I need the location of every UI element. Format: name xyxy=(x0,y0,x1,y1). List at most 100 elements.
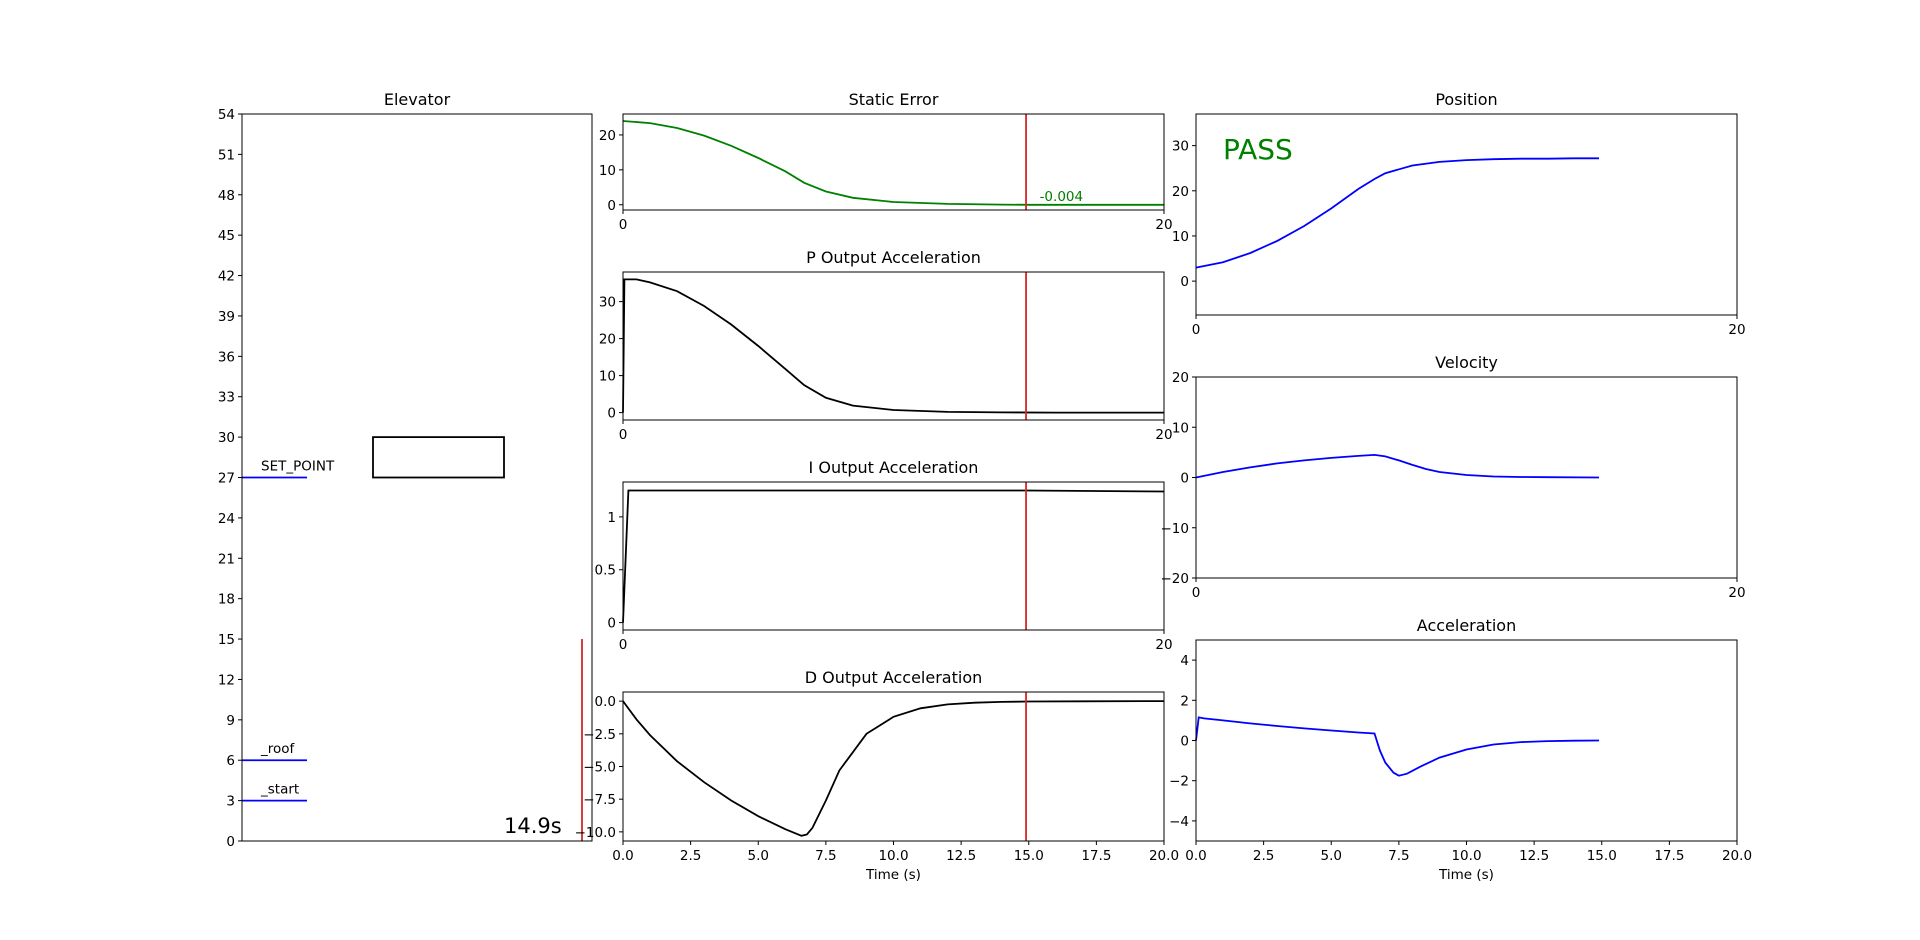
x-tick-label: 10.0 xyxy=(1451,848,1481,864)
x-tick-label: 0 xyxy=(1192,322,1201,338)
chart-d_output: D Output Acceleration 0.0 −2.5 −5.0 −7.5 −10.… xyxy=(575,668,1179,883)
chart-elevator: ElevatorSET_POINT_roof_start14.9s0369121… xyxy=(218,90,593,850)
y-tick-label: 54 xyxy=(218,107,235,123)
x-tick-label: 20.0 xyxy=(1149,848,1179,864)
y-tick-label: 10 xyxy=(1172,420,1189,436)
x-tick-label: 20 xyxy=(1155,217,1172,233)
plot-frame xyxy=(1195,113,1738,316)
x-tick-label: 12.5 xyxy=(946,848,976,864)
y-tick-label: 20 xyxy=(599,332,616,348)
plot-frame xyxy=(1195,639,1738,842)
x-tick-label: 0 xyxy=(1192,585,1201,601)
x-tick-label: 0 xyxy=(619,217,628,233)
y-tick-label: 0 xyxy=(226,834,235,850)
static-error-value: -0.004 xyxy=(1040,189,1084,205)
y-tick-label: 33 xyxy=(218,390,235,406)
y-tick-label: 42 xyxy=(218,269,235,285)
series-line xyxy=(622,489,1165,623)
chart-i_output: I Output Acceleration 0 0.5 1 0 20 xyxy=(595,458,1173,653)
y-tick-label: 10 xyxy=(599,369,616,385)
chart-velocity: Velocity −20 −10 0 10 20 0 20 xyxy=(1161,353,1746,601)
y-tick-label: 0 xyxy=(607,198,616,214)
y-tick-label: 20 xyxy=(1172,370,1189,386)
chart-title: Static Error xyxy=(849,90,939,109)
y-tick-label: 9 xyxy=(226,713,235,729)
x-tick-label: 20 xyxy=(1728,322,1745,338)
x-tick-label: 0.0 xyxy=(612,848,633,864)
y-tick-label: 18 xyxy=(218,592,235,608)
x-axis-label: Time (s) xyxy=(1438,867,1494,883)
x-tick-label: 15.0 xyxy=(1014,848,1044,864)
elevator-car xyxy=(372,436,505,479)
y-tick-label: 27 xyxy=(218,471,235,487)
chart-title: Elevator xyxy=(384,90,451,109)
x-tick-label: 5.0 xyxy=(748,848,769,864)
y-tick-label: −10 xyxy=(1161,521,1190,537)
x-tick-label: 7.5 xyxy=(815,848,836,864)
chart-title: I Output Acceleration xyxy=(809,458,979,477)
x-tick-label: 2.5 xyxy=(680,848,701,864)
x-tick-label: 2.5 xyxy=(1253,848,1274,864)
y-tick-label: 2 xyxy=(1180,693,1189,709)
series-line xyxy=(622,278,1164,414)
plot-frame xyxy=(622,691,1165,842)
floor-marker-label: _start xyxy=(260,782,299,798)
chart-title: Velocity xyxy=(1435,353,1498,372)
chart-title: P Output Acceleration xyxy=(806,248,981,267)
chart-title: Position xyxy=(1435,90,1497,109)
y-tick-label: 51 xyxy=(218,147,235,163)
y-tick-label: 30 xyxy=(599,295,616,311)
x-tick-label: 20.0 xyxy=(1722,848,1752,864)
chart-title: Acceleration xyxy=(1417,616,1516,635)
y-tick-label: −4 xyxy=(1169,814,1189,830)
plot-frame xyxy=(622,271,1165,421)
y-tick-label: 3 xyxy=(226,794,235,810)
y-tick-label: −20 xyxy=(1161,571,1190,587)
x-tick-label: 17.5 xyxy=(1081,848,1111,864)
y-tick-label: 45 xyxy=(218,228,235,244)
x-tick-label: 20 xyxy=(1155,637,1172,653)
y-tick-label: −2.5 xyxy=(583,727,616,743)
chart-acceleration: Acceleration −4 −2 0 2 4 0.0 2.5 5.0 7.5 10.0 12.5 1… xyxy=(1169,616,1752,883)
y-tick-label: 10 xyxy=(1172,229,1189,245)
y-tick-label: 20 xyxy=(599,128,616,144)
series-line xyxy=(1195,453,1600,479)
y-tick-label: 21 xyxy=(218,551,235,567)
y-tick-label: 0 xyxy=(1180,734,1189,750)
y-tick-label: 0 xyxy=(607,616,616,632)
y-tick-label: 0 xyxy=(607,406,616,422)
plot-frame xyxy=(1195,376,1738,579)
series-line xyxy=(1195,157,1599,269)
y-tick-label: 36 xyxy=(218,349,235,365)
y-tick-label: 30 xyxy=(1172,139,1189,155)
y-tick-label: 0.5 xyxy=(595,563,616,579)
y-tick-label: 0 xyxy=(1180,471,1189,487)
x-tick-label: 15.0 xyxy=(1587,848,1617,864)
floor-marker-label: _roof xyxy=(260,741,296,757)
x-axis-label: Time (s) xyxy=(865,867,921,883)
x-tick-label: 0.0 xyxy=(1185,848,1206,864)
chart-title: D Output Acceleration xyxy=(805,668,983,687)
y-tick-label: 15 xyxy=(218,632,235,648)
chart-static_error: Static Error 0 10 20 0 20 -0.004 xyxy=(599,90,1173,233)
series-line xyxy=(1195,716,1600,777)
y-tick-label: −2 xyxy=(1169,774,1189,790)
series-line xyxy=(622,700,1165,837)
y-tick-label: 0 xyxy=(1180,274,1189,290)
y-tick-label: 30 xyxy=(218,430,235,446)
y-tick-label: 0.0 xyxy=(595,694,616,710)
y-tick-label: −5.0 xyxy=(583,760,616,776)
y-tick-label: −10.0 xyxy=(575,825,616,841)
chart-p_output: P Output Acceleration 0 10 20 30 0 20 xyxy=(599,248,1173,443)
y-tick-label: 12 xyxy=(218,672,235,688)
x-tick-label: 12.5 xyxy=(1519,848,1549,864)
plot-frame xyxy=(622,481,1165,631)
y-tick-label: 24 xyxy=(218,511,235,527)
y-tick-label: −7.5 xyxy=(583,792,616,808)
series-line xyxy=(622,120,1164,206)
x-tick-label: 7.5 xyxy=(1388,848,1409,864)
x-tick-label: 0 xyxy=(619,637,628,653)
y-tick-label: 4 xyxy=(1180,653,1189,669)
x-tick-label: 10.0 xyxy=(878,848,908,864)
